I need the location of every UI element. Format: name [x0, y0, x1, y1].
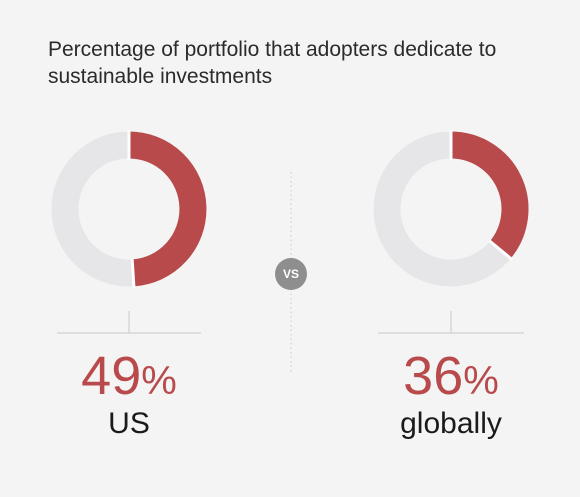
- chart-title-line-2: sustainable investments: [48, 65, 273, 88]
- us-bracket: [57, 311, 201, 334]
- donut-us-gap-end: [130, 258, 136, 288]
- donut-global-value-arc: [450, 131, 529, 259]
- us-percentage-unit: %: [141, 359, 177, 403]
- global-percentage-value: 36: [403, 346, 464, 406]
- chart-title: Percentage of portfolio that adopters de…: [48, 36, 548, 90]
- us-label: US: [108, 407, 150, 440]
- global-label: globally: [400, 407, 502, 440]
- global-bracket: [378, 311, 524, 334]
- donut-us-value-arc: [128, 131, 207, 287]
- donut-global-gap-end: [488, 239, 513, 261]
- us-percentage-value: 49: [81, 346, 142, 406]
- global-percentage: 36%: [341, 346, 561, 411]
- donut-us: [51, 130, 207, 288]
- vs-badge: VS: [275, 258, 307, 290]
- global-percentage-unit: %: [463, 359, 499, 403]
- chart-title-line-1: Percentage of portfolio that adopters de…: [48, 38, 497, 61]
- donut-global: [373, 130, 529, 287]
- us-percentage: 49%: [19, 346, 239, 411]
